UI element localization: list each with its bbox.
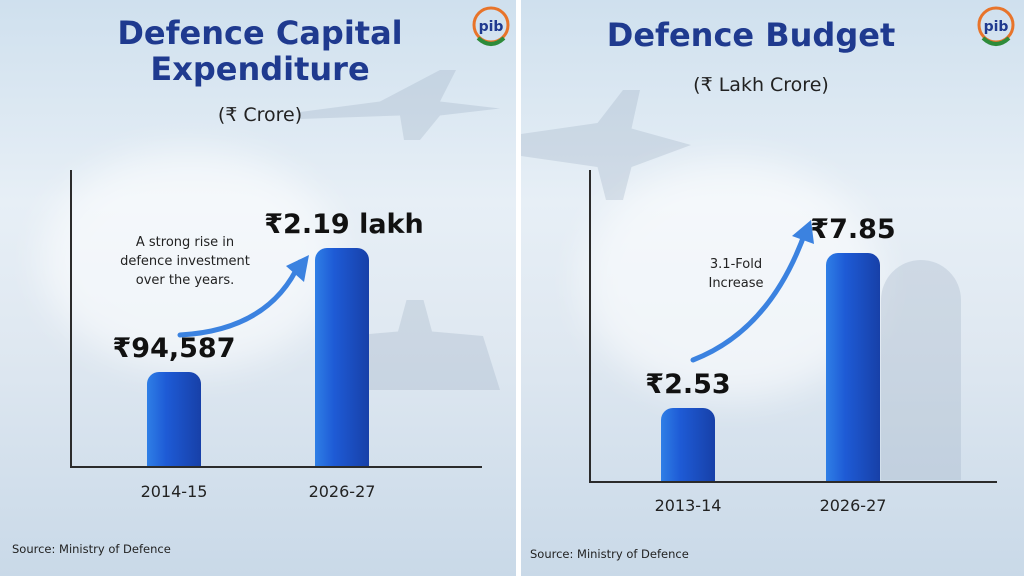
bar-value-label: ₹7.85 [810,214,896,245]
bar-value-label: ₹2.19 lakh [264,209,424,240]
pib-logo-icon: pib [975,4,1017,50]
source-note: Source: Ministry of Defence [12,542,171,556]
source-note: Source: Ministry of Defence [530,547,689,561]
growth-arrow [177,255,309,338]
pib-logo-icon: pib [470,4,512,50]
x-tick-label: 2013-14 [654,496,722,515]
soldier-silhouette [881,260,961,480]
panel-divider [516,0,521,576]
y-axis [589,170,591,483]
pib-logo-text: pib [984,19,1009,35]
pib-logo-text: pib [479,19,504,35]
chart-annotation: 3.1-Fold Increase [708,257,764,291]
growth-arrow [690,220,814,363]
chart-panel-defence-budget: Defence Budget (₹ Lakh Crore) pib 3.1-Fo… [521,0,1024,576]
chart-subtitle: (₹ Lakh Crore) [693,74,829,96]
x-axis [589,481,997,483]
chart-title: Defence Budget [606,16,896,54]
bar-value-label: ₹94,587 [112,333,236,364]
x-tick-label: 2026-27 [308,482,376,501]
chart-subtitle: (₹ Crore) [217,104,303,126]
x-axis [70,466,482,468]
chart-title: Defence Capital Expenditure [117,14,403,88]
bar-2014-15 [147,372,201,466]
chart-annotation: A strong rise in defence investment over… [120,235,250,288]
x-tick-label: 2014-15 [140,482,208,501]
x-tick-label: 2026-27 [819,496,887,515]
bar-2013-14 [661,408,715,481]
bar-2026-27 [826,253,880,481]
bar-value-label: ₹2.53 [645,369,731,400]
y-axis [70,170,72,468]
bar-2026-27 [315,248,369,466]
chart-panel-capital-expenditure: Defence Capital Expenditure (₹ Crore) pi… [0,0,516,576]
